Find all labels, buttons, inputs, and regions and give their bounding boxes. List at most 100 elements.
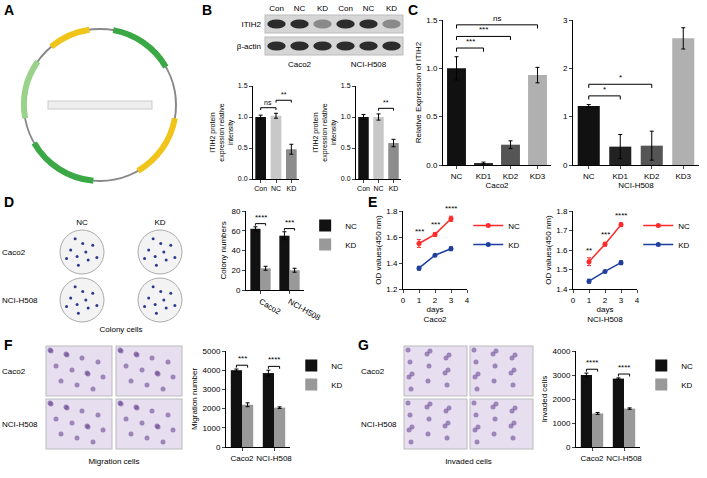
svg-text:KD: KD — [678, 241, 689, 250]
svg-text:β-actin: β-actin — [237, 42, 261, 51]
svg-text:Caco2: Caco2 — [361, 367, 385, 376]
svg-text:Con: Con — [269, 4, 284, 13]
svg-text:NC: NC — [451, 172, 463, 181]
svg-text:1.5: 1.5 — [238, 82, 248, 89]
svg-text:B: B — [202, 2, 212, 18]
svg-text:ITIH2 proteinexpression relati: ITIH2 proteinexpression relativeintensit… — [209, 103, 235, 161]
svg-text:****: **** — [618, 363, 630, 372]
svg-text:3000: 3000 — [203, 385, 221, 394]
svg-text:NCI-H508: NCI-H508 — [361, 420, 397, 429]
svg-text:KD1: KD1 — [476, 172, 492, 181]
svg-text:NCI-H508: NCI-H508 — [2, 420, 38, 429]
svg-text:NCI-H508: NCI-H508 — [351, 60, 387, 69]
svg-text:0.0: 0.0 — [426, 161, 438, 170]
svg-text:2000: 2000 — [203, 404, 221, 413]
svg-text:C: C — [408, 2, 418, 18]
svg-text:***: *** — [238, 354, 247, 363]
svg-text:Caco2: Caco2 — [288, 60, 312, 69]
svg-text:4000: 4000 — [203, 366, 221, 375]
svg-text:Caco2: Caco2 — [258, 297, 283, 317]
svg-text:NC: NC — [345, 222, 357, 231]
svg-text:NC: NC — [583, 172, 595, 181]
svg-text:KD3: KD3 — [530, 172, 546, 181]
svg-text:Con: Con — [357, 185, 370, 192]
svg-text:NC: NC — [678, 222, 690, 231]
svg-text:2000: 2000 — [553, 395, 571, 404]
svg-text:Migration cells: Migration cells — [88, 457, 139, 466]
svg-text:2: 2 — [433, 296, 438, 305]
svg-text:1.4: 1.4 — [386, 259, 398, 268]
svg-text:***: *** — [479, 25, 488, 34]
svg-text:0.5: 0.5 — [238, 144, 248, 151]
svg-text:ITIH2 proteinexpression relati: ITIH2 proteinexpression relativeintensit… — [312, 103, 338, 161]
svg-text:ns: ns — [493, 14, 501, 23]
svg-text:Colony numbers: Colony numbers — [219, 221, 228, 279]
svg-text:NC: NC — [363, 4, 375, 13]
svg-text:NC: NC — [271, 185, 281, 192]
svg-text:daysCaco2: daysCaco2 — [423, 305, 447, 324]
svg-text:0: 0 — [571, 296, 576, 305]
svg-text:NCI-H508: NCI-H508 — [618, 181, 654, 190]
svg-text:NCI-H508: NCI-H508 — [606, 454, 642, 463]
svg-text:Migration number: Migration number — [190, 368, 199, 431]
svg-text:KD: KD — [286, 185, 296, 192]
svg-text:0: 0 — [566, 443, 571, 452]
svg-text:0.0: 0.0 — [341, 175, 351, 182]
svg-text:KD: KD — [154, 218, 165, 227]
svg-text:1.2: 1.2 — [386, 285, 398, 294]
svg-text:NC: NC — [294, 4, 306, 13]
svg-text:KD2: KD2 — [503, 172, 519, 181]
svg-text:1.8: 1.8 — [386, 207, 398, 216]
svg-text:KD3: KD3 — [675, 172, 691, 181]
svg-text:OD values(450 nm): OD values(450 nm) — [544, 215, 553, 285]
svg-text:NCI-H508: NCI-H508 — [2, 296, 38, 305]
svg-text:****: **** — [445, 204, 457, 213]
svg-text:4: 4 — [635, 296, 640, 305]
svg-text:1.6: 1.6 — [556, 246, 568, 255]
svg-text:G: G — [358, 337, 369, 353]
svg-text:40: 40 — [231, 246, 240, 255]
svg-text:0.5: 0.5 — [426, 112, 438, 121]
svg-text:***: *** — [466, 37, 475, 46]
svg-text:KD2: KD2 — [644, 172, 660, 181]
svg-text:1000: 1000 — [553, 419, 571, 428]
svg-text:Caco2: Caco2 — [2, 367, 26, 376]
svg-text:3000: 3000 — [553, 371, 571, 380]
svg-text:1.5: 1.5 — [556, 265, 568, 274]
svg-text:NC: NC — [681, 362, 693, 371]
svg-text:1: 1 — [587, 296, 592, 305]
svg-text:NCI-H508: NCI-H508 — [256, 454, 292, 463]
svg-text:3: 3 — [563, 16, 568, 25]
svg-text:***: *** — [285, 218, 294, 227]
svg-text:1.8: 1.8 — [556, 207, 568, 216]
svg-text:3: 3 — [619, 296, 624, 305]
svg-text:Caco2: Caco2 — [2, 248, 26, 257]
svg-text:2: 2 — [603, 296, 608, 305]
svg-text:****: **** — [586, 358, 598, 367]
svg-text:KD: KD — [386, 4, 397, 13]
svg-text:F: F — [4, 337, 13, 353]
svg-text:KD: KD — [345, 241, 356, 250]
svg-text:1.5: 1.5 — [426, 16, 438, 25]
svg-text:4000: 4000 — [553, 347, 571, 356]
svg-text:NC: NC — [76, 218, 88, 227]
svg-text:***: *** — [431, 220, 440, 229]
svg-text:***: *** — [415, 227, 424, 236]
svg-text:Caco2: Caco2 — [485, 181, 509, 190]
svg-text:0: 0 — [563, 161, 568, 170]
svg-text:Caco2: Caco2 — [580, 454, 604, 463]
svg-text:60: 60 — [231, 227, 240, 236]
svg-text:0: 0 — [236, 286, 241, 295]
svg-text:1.0: 1.0 — [341, 113, 351, 120]
svg-text:****: **** — [615, 211, 627, 220]
svg-text:ns: ns — [264, 99, 272, 106]
svg-text:1000: 1000 — [203, 424, 221, 433]
svg-text:1.0: 1.0 — [238, 113, 248, 120]
svg-text:4: 4 — [465, 296, 470, 305]
svg-text:*: * — [619, 73, 622, 82]
svg-text:KD: KD — [317, 4, 328, 13]
svg-text:***: *** — [601, 230, 610, 239]
svg-text:KD: KD — [681, 381, 692, 390]
svg-text:0.5: 0.5 — [341, 144, 351, 151]
svg-text:Relative Expression of ITIH2: Relative Expression of ITIH2 — [414, 41, 423, 143]
